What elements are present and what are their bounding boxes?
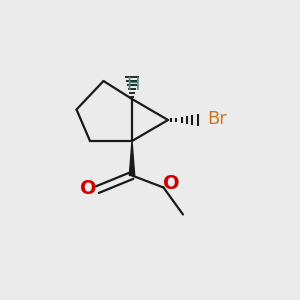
Text: Br: Br [207, 110, 227, 128]
Text: O: O [80, 178, 97, 198]
Text: O: O [163, 174, 179, 194]
Polygon shape [129, 141, 135, 176]
Text: H: H [126, 76, 139, 94]
